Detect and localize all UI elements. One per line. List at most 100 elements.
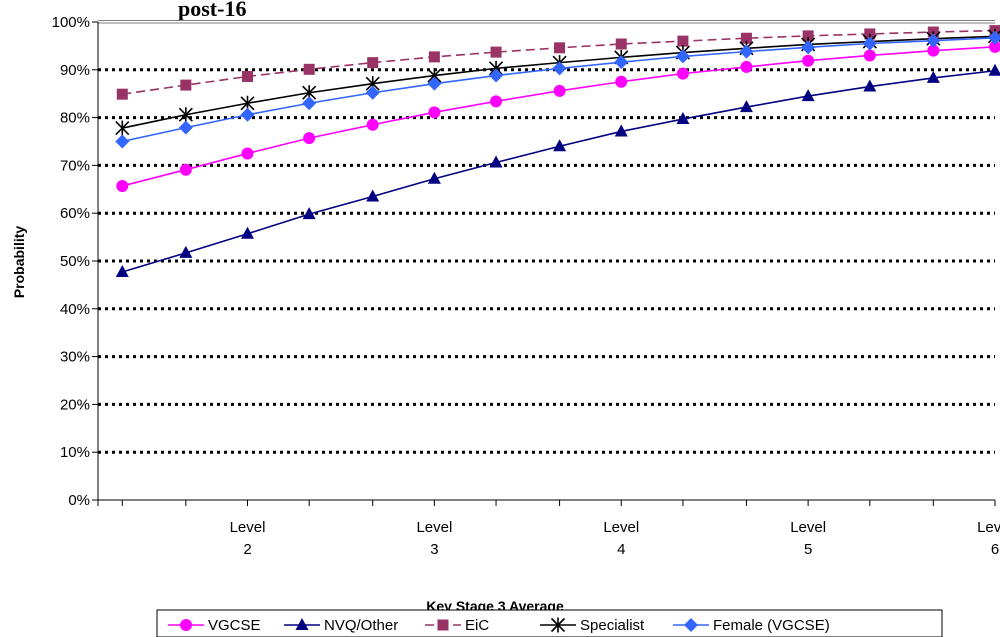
data-point-female-vgcse xyxy=(115,134,130,149)
series-female-vgcse xyxy=(115,30,1000,149)
data-point-vgcse xyxy=(863,49,876,62)
data-point-vgcse xyxy=(927,44,940,57)
data-point-female-vgcse xyxy=(862,36,877,51)
data-point-nvq-other xyxy=(241,226,254,239)
series-vgcse xyxy=(116,40,1000,192)
data-point-eic xyxy=(367,57,379,69)
data-point-vgcse xyxy=(740,60,753,73)
x-tick-label: Level xyxy=(977,519,1000,536)
data-point-vgcse xyxy=(490,95,503,108)
gridlines xyxy=(98,20,995,454)
data-point-eic xyxy=(615,38,627,50)
data-point-female-vgcse xyxy=(988,30,1000,45)
data-point-vgcse xyxy=(116,179,129,192)
data-point-eic xyxy=(428,51,440,63)
legend: VGCSE NVQ/Other EiC Specialist Female (VGCSE… xyxy=(156,609,943,637)
data-point-female-vgcse xyxy=(240,107,255,122)
data-point-vgcse xyxy=(615,75,628,88)
legend-label-nvq-other: NVQ/Other xyxy=(324,617,398,634)
data-point-nvq-other xyxy=(926,70,940,83)
legend-marker-eic xyxy=(437,619,449,631)
y-tick-label: 0% xyxy=(68,492,90,509)
data-point-female-vgcse xyxy=(614,55,629,70)
data-point-vgcse xyxy=(428,106,441,119)
legend-label-female-vgcse: Female (VGCSE) xyxy=(713,617,830,634)
data-point-nvq-other xyxy=(366,189,380,202)
y-tick-label: 30% xyxy=(60,349,90,366)
axes: 0% 10% 20% 30% 40% 50% 60% 70% 80% 90% 100% Level 2 L… xyxy=(52,14,1000,558)
data-point-nvq-other xyxy=(863,79,877,92)
legend-box xyxy=(156,609,943,637)
data-point-eic xyxy=(242,70,253,82)
x-tick-label: 6 xyxy=(991,541,999,558)
data-point-vgcse xyxy=(179,163,192,176)
x-tick-label: 3 xyxy=(430,541,438,558)
data-point-female-vgcse xyxy=(926,33,941,48)
series-line-nvq-other xyxy=(122,69,996,273)
data-point-nvq-other xyxy=(614,124,628,137)
data-point-vgcse xyxy=(241,147,254,160)
data-point-nvq-other xyxy=(302,207,316,220)
data-point-eic xyxy=(180,79,192,91)
data-point-vgcse xyxy=(366,118,379,131)
data-point-female-vgcse xyxy=(801,40,816,55)
data-point-female-vgcse xyxy=(489,68,504,83)
data-point-nvq-other xyxy=(553,139,567,152)
x-tick-label: Level xyxy=(230,519,266,536)
data-point-female-vgcse xyxy=(675,49,690,64)
y-tick-label: 90% xyxy=(60,62,90,79)
data-point-specialist xyxy=(178,107,193,123)
data-point-eic xyxy=(116,88,128,100)
legend-label-specialist: Specialist xyxy=(580,617,645,634)
data-point-female-vgcse xyxy=(427,76,442,91)
data-point-female-vgcse xyxy=(552,61,567,76)
y-tick-label: 20% xyxy=(60,396,90,413)
y-tick-label: 10% xyxy=(60,444,90,461)
x-tick-label: 5 xyxy=(804,541,812,558)
data-point-nvq-other xyxy=(179,245,193,258)
series-layer xyxy=(115,25,1000,277)
data-point-nvq-other xyxy=(489,155,503,168)
data-point-eic xyxy=(490,46,502,58)
data-point-nvq-other xyxy=(676,112,690,125)
data-point-eic xyxy=(303,63,315,75)
legend-label-vgcse: VGCSE xyxy=(208,617,261,634)
data-point-nvq-other xyxy=(988,63,1000,76)
data-point-vgcse xyxy=(802,54,815,67)
data-point-female-vgcse xyxy=(302,96,317,111)
y-tick-label: 100% xyxy=(52,14,90,31)
y-tick-label: 80% xyxy=(60,110,90,127)
data-point-nvq-other xyxy=(427,171,441,184)
y-tick-label: 70% xyxy=(60,157,90,174)
x-tick-label: Level xyxy=(416,519,452,536)
x-tick-label: 2 xyxy=(243,541,251,558)
data-point-eic xyxy=(740,32,752,44)
legend-marker-vgcse xyxy=(180,619,192,631)
data-point-nvq-other xyxy=(739,100,753,113)
series-nvq-other xyxy=(115,63,1000,277)
data-point-nvq-other xyxy=(801,89,815,102)
y-axis-title: Probability xyxy=(11,226,27,299)
data-point-vgcse xyxy=(676,67,689,80)
legend-marker-specialist xyxy=(550,617,566,633)
series-eic xyxy=(116,25,1000,100)
legend-marker-nvq-other xyxy=(295,618,309,630)
x-tick-label: Level xyxy=(790,519,826,536)
data-point-eic xyxy=(677,35,689,47)
data-point-eic xyxy=(802,30,814,42)
y-tick-label: 40% xyxy=(60,301,90,318)
legend-label-eic: EiC xyxy=(465,617,489,634)
data-point-vgcse xyxy=(303,132,316,145)
chart-title: post-16 xyxy=(178,0,246,21)
x-tick-label: 4 xyxy=(617,541,625,558)
data-point-nvq-other xyxy=(115,264,129,277)
data-point-female-vgcse xyxy=(178,120,193,135)
data-point-eic xyxy=(864,28,876,40)
data-point-eic xyxy=(554,42,566,54)
x-tick-label: Level xyxy=(603,519,639,536)
y-tick-label: 60% xyxy=(60,205,90,222)
data-point-vgcse xyxy=(553,84,566,97)
y-tick-label: 50% xyxy=(60,253,90,270)
data-point-vgcse xyxy=(989,40,1000,53)
